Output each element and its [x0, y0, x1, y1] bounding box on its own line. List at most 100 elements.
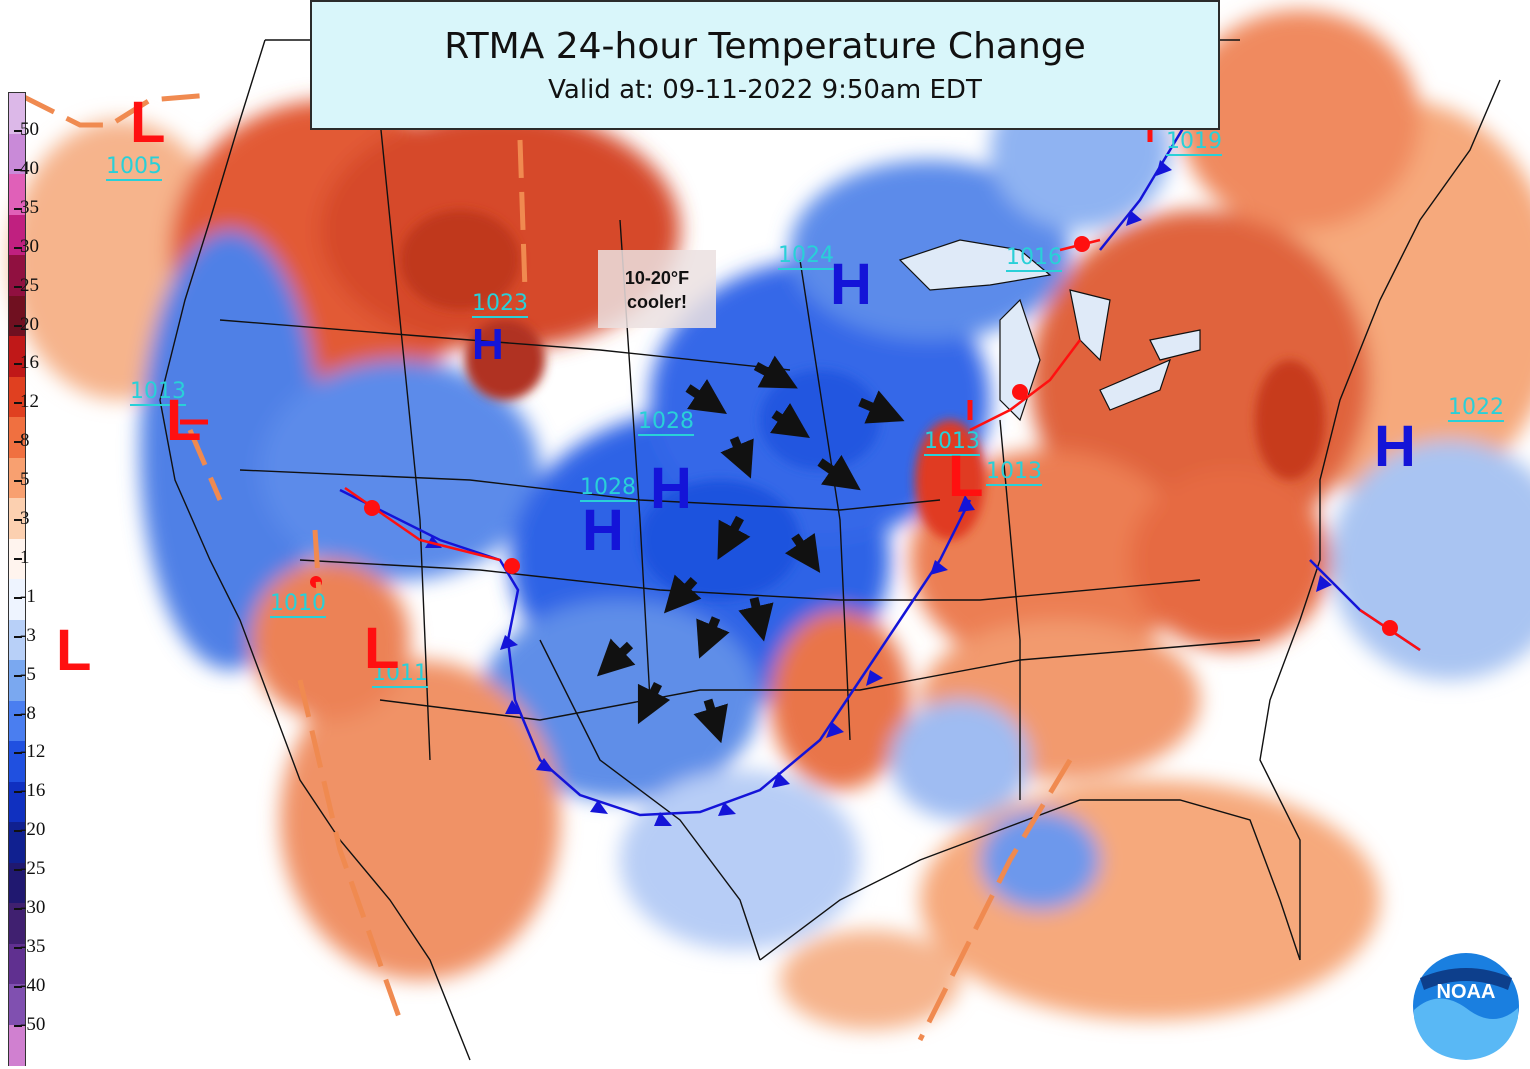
arrow-11 [696, 616, 730, 659]
legend-tick [14, 713, 22, 716]
legend-label: -3 [20, 624, 36, 646]
pressure-label: 1028 [638, 409, 694, 436]
legend-swatch [9, 822, 25, 864]
callout-line2: cooler! [626, 292, 687, 312]
warm-front [310, 236, 1421, 652]
legend-label: -35 [20, 935, 46, 957]
arrow-2 [685, 379, 727, 414]
legend-swatch [9, 295, 25, 337]
pacific-coastline [159, 39, 471, 1061]
legend-swatch [9, 133, 25, 175]
legend-tick [14, 246, 22, 249]
pressure-label: 1011 [372, 661, 428, 688]
front-segments [180, 130, 1153, 425]
arrow-7 [717, 515, 751, 560]
legend-swatch [9, 336, 25, 378]
title-box: RTMA 24-hour Temperature Change Valid at… [310, 0, 1220, 130]
legend-swatch [9, 903, 25, 945]
arrow-8 [784, 532, 821, 573]
arrow-3 [858, 390, 905, 424]
legend-tick [14, 519, 22, 521]
low-pressure-center: L [56, 618, 92, 683]
legend-tick [14, 946, 22, 949]
legend-label: -20 [20, 819, 46, 841]
arrow-9 [663, 574, 702, 614]
low-pressure-center: L [364, 616, 400, 681]
legend-swatch [9, 376, 25, 418]
legend-tick [14, 635, 22, 638]
legend-label: -30 [20, 897, 46, 918]
state-line-2 [239, 469, 941, 511]
legend-label: 30 [20, 235, 39, 257]
great-lakes [898, 239, 1201, 422]
legend-label: 35 [20, 196, 39, 218]
legend-label: 5 [20, 469, 30, 491]
legend-tick [14, 830, 22, 833]
legend-swatch [9, 214, 25, 256]
pressure-label: 1013 [986, 459, 1042, 486]
legend-tick [14, 168, 22, 171]
legend-swatch [9, 93, 25, 135]
legend-tick [14, 557, 22, 560]
legend-tick [14, 207, 22, 210]
pressure-label: 1016 [1006, 245, 1062, 272]
state-line-7 [799, 259, 851, 741]
callout-line1: 10-20°F [624, 268, 690, 288]
noaa-logo-icon: NOAA [1410, 950, 1522, 1062]
arrow-12 [596, 638, 636, 677]
legend-label: -12 [20, 741, 46, 763]
high-pressure-center: H [1374, 414, 1416, 479]
legend-tick [14, 752, 22, 755]
legend-swatch [9, 700, 25, 742]
pressure-label: 1005 [106, 154, 162, 181]
legend-label: -40 [20, 974, 46, 996]
legend-label: -16 [20, 780, 46, 802]
state-line-4 [379, 639, 1261, 721]
legend-tick [14, 130, 22, 132]
state-line-5 [379, 119, 431, 761]
pressure-label: 1023 [472, 291, 528, 318]
state-line-8 [999, 419, 1021, 800]
cold-air-arrows [596, 355, 905, 744]
temperature-legend [8, 92, 26, 1066]
legend-label: 50 [20, 119, 39, 140]
legend-label: 3 [20, 508, 30, 529]
legend-tick [14, 402, 22, 405]
legend-tick [14, 480, 22, 483]
atlantic-coastline [1259, 79, 1501, 960]
legend-label: 25 [20, 274, 39, 296]
pressure-label: 1013 [924, 429, 980, 456]
noaa-logo-text: NOAA [1437, 981, 1496, 1003]
legend-swatch [9, 862, 25, 904]
legend-label: 8 [20, 430, 30, 452]
pressure-label: 1024 [778, 243, 834, 270]
low-pressure-center: L [948, 444, 984, 509]
high-pressure-center: H [650, 456, 692, 521]
legend-tick [14, 324, 22, 327]
legend-label: 40 [20, 157, 39, 179]
legend-swatch [9, 498, 25, 540]
arrow-10 [738, 596, 774, 642]
valid-time: Valid at: 09-11-2022 9:50am EDT [548, 75, 982, 105]
arrow-13 [637, 681, 671, 725]
low-pressure-center: L [130, 90, 166, 155]
map-title: RTMA 24-hour Temperature Change [444, 26, 1086, 67]
high-pressure-center: H [830, 252, 872, 317]
legend-swatch [9, 457, 25, 499]
pressure-label: 1013 [130, 379, 186, 406]
texas-border [539, 639, 761, 961]
pressure-label: 1010 [270, 591, 326, 618]
troughs [18, 92, 1073, 1042]
arrow-14 [693, 698, 728, 744]
legend-label: 20 [20, 313, 39, 335]
legend-swatch [9, 660, 25, 702]
legend-swatch [9, 943, 25, 985]
pressure-label: 1019 [1166, 129, 1222, 156]
legend-label: 1 [20, 546, 30, 568]
legend-tick [14, 1024, 22, 1027]
legend-swatch [9, 619, 25, 661]
high-pressure-center: H [472, 320, 504, 369]
legend-tick [14, 908, 22, 910]
legend-label: 16 [20, 352, 39, 374]
